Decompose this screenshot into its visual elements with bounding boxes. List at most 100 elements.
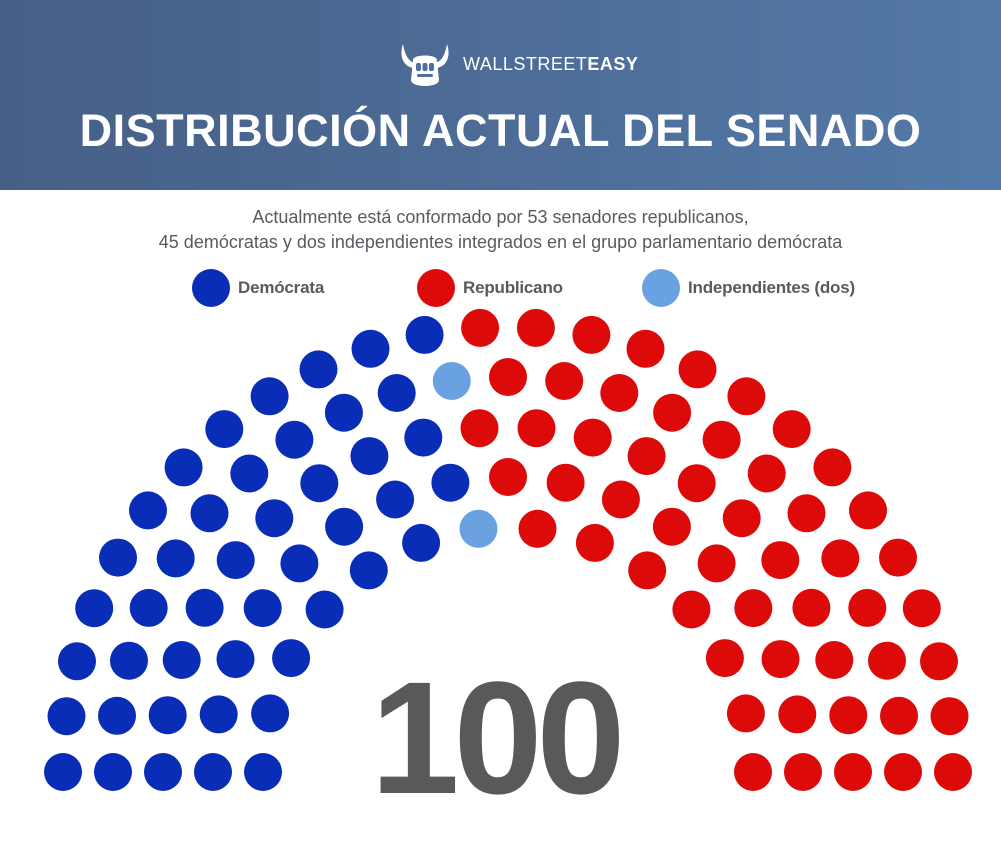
seat-democrat <box>205 410 244 449</box>
subtitle: Actualmente está conformado por 53 senad… <box>0 205 1001 255</box>
seat-republican <box>834 753 872 791</box>
seat-republican <box>784 753 822 791</box>
seat-democrat <box>199 695 238 734</box>
seat-democrat <box>185 588 224 627</box>
seat-democrat <box>98 696 136 735</box>
seat-republican <box>726 694 765 733</box>
seat-republican <box>628 551 667 590</box>
seat-democrat <box>377 374 416 412</box>
seat-republican <box>821 539 860 578</box>
seat-republican <box>879 538 917 577</box>
seat-republican <box>761 541 800 580</box>
seat-republican <box>813 448 852 487</box>
seat-democrat <box>405 315 444 354</box>
seat-republican <box>677 464 716 503</box>
seat-democrat <box>44 753 82 791</box>
seat-republican <box>849 491 887 530</box>
seat-republican <box>653 393 692 432</box>
seat-democrat <box>194 753 232 791</box>
seat-republican <box>868 641 906 680</box>
legend-item-republican: Republicano <box>417 268 563 308</box>
seat-democrat <box>376 480 415 519</box>
seat-republican <box>678 350 717 389</box>
seat-democrat <box>350 437 389 476</box>
seat-democrat <box>300 464 339 503</box>
header-banner: WALLSTREETEASY DISTRIBUCIÓN ACTUAL DEL S… <box>0 0 1001 190</box>
seat-republican <box>546 463 585 502</box>
seat-republican <box>902 589 941 628</box>
seat-republican <box>575 523 614 562</box>
seat-republican <box>461 308 500 347</box>
seat-republican <box>545 362 584 400</box>
page-title: DISTRIBUCIÓN ACTUAL DEL SENADO <box>79 105 922 156</box>
seat-republican <box>702 420 741 459</box>
seat-democrat <box>47 697 86 736</box>
seat-democrat <box>244 753 282 791</box>
seat-republican <box>489 358 527 396</box>
seat-democrat <box>148 696 187 735</box>
seat-democrat <box>431 463 470 502</box>
seat-republican <box>747 454 786 493</box>
seat-republican <box>848 588 887 627</box>
seat-democrat <box>404 418 443 457</box>
seat-democrat <box>230 454 269 493</box>
bull-fist-icon <box>401 44 449 86</box>
seat-republican <box>930 697 969 736</box>
subtitle-line-1: Actualmente está conformado por 53 senad… <box>252 207 749 227</box>
seat-democrat <box>144 753 182 791</box>
seat-republican <box>517 409 556 448</box>
seat-republican <box>627 437 666 476</box>
seat-democrat <box>216 640 255 679</box>
seat-independent <box>432 362 471 400</box>
seat-republican <box>815 641 854 679</box>
legend-label-democrat: Demócrata <box>238 278 325 297</box>
seat-democrat <box>58 642 96 681</box>
legend-label-republican: Republicano <box>463 278 563 297</box>
seat-democrat <box>99 538 137 577</box>
seat-republican <box>727 377 766 416</box>
seat-republican <box>518 509 557 548</box>
brand-logo[interactable]: WALLSTREETEASY <box>397 40 638 92</box>
legend-swatch-democrat <box>192 269 230 307</box>
seat-republican <box>778 695 817 734</box>
seat-democrat <box>324 393 363 432</box>
legend-item-democrat: Demócrata <box>192 268 324 308</box>
seat-democrat <box>299 350 338 389</box>
seat-republican <box>884 753 922 791</box>
seat-democrat <box>162 641 201 679</box>
seat-republican <box>626 329 665 368</box>
seat-republican <box>460 409 499 448</box>
seat-democrat <box>275 420 314 459</box>
seat-democrat <box>216 541 255 580</box>
seat-republican <box>572 315 611 354</box>
legend-label-independent: Independientes (dos) <box>688 278 855 297</box>
brand-name-part1: WALLSTREET <box>463 54 588 74</box>
seat-republican <box>772 410 811 449</box>
seat-democrat <box>280 544 319 583</box>
seat-republican <box>934 753 972 791</box>
seat-independent <box>459 509 498 548</box>
seat-democrat <box>94 753 132 791</box>
seat-republican <box>792 588 831 627</box>
seat-democrat <box>272 639 311 678</box>
seat-republican <box>600 374 639 412</box>
seat-democrat <box>251 694 290 733</box>
seat-democrat <box>243 589 282 628</box>
seat-republican <box>920 642 958 681</box>
brand-name-part2: EASY <box>587 54 639 74</box>
seat-republican <box>652 507 691 546</box>
legend-swatch-independent <box>642 269 680 307</box>
subtitle-line-2: 45 demócratas y dos independientes integ… <box>158 232 843 252</box>
seat-democrat <box>351 329 390 368</box>
seat-republican <box>734 589 773 628</box>
seat-democrat <box>110 641 148 680</box>
seat-republican <box>722 499 761 538</box>
seat-democrat <box>164 448 203 487</box>
seat-democrat <box>349 551 388 590</box>
brand-name: WALLSTREETEASY <box>463 54 638 75</box>
seat-democrat <box>325 507 364 546</box>
seat-republican <box>734 753 772 791</box>
legend-item-independent: Independientes (dos) <box>642 268 855 308</box>
